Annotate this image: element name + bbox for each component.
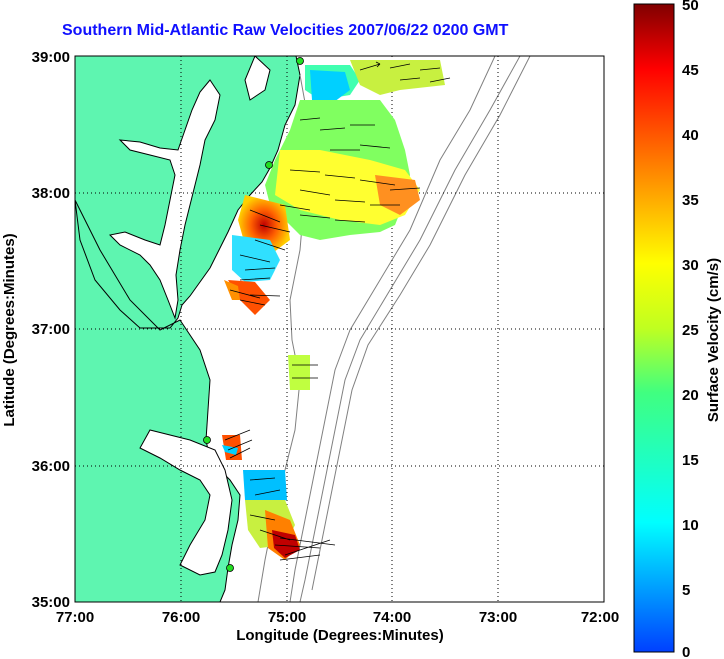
station-marker — [203, 436, 211, 444]
colorbar-tick: 20 — [682, 387, 699, 404]
velocity-arrows — [224, 61, 451, 561]
x-tick-label: 77:00 — [56, 609, 94, 626]
colorbar-tick: 45 — [682, 62, 699, 79]
chesapeake-bay — [108, 79, 221, 320]
y-tick-label: 35:00 — [32, 594, 70, 611]
colorbar-tick: 5 — [682, 582, 690, 599]
x-tick-label: 74:00 — [373, 609, 411, 626]
colorbar-tick: 50 — [682, 0, 699, 14]
colorbar-tick: 0 — [682, 644, 690, 659]
y-tick-label: 36:00 — [32, 458, 70, 475]
y-axis-label: Latitude (Degrees:Minutes) — [1, 233, 18, 426]
plot-border — [74, 55, 605, 603]
colorbar-tick: 25 — [682, 322, 699, 339]
station-marker — [265, 161, 273, 169]
delaware-bay — [244, 56, 271, 101]
y-tick-label: 37:00 — [32, 321, 70, 338]
colorbar-tick: 35 — [682, 192, 699, 209]
colorbar-tick: 30 — [682, 257, 699, 274]
y-tick-label: 38:00 — [32, 185, 70, 202]
y-axis: 39:00 38:00 37:00 36:00 35:00 Latitude (… — [1, 49, 70, 611]
station-marker — [226, 564, 234, 572]
radar-stations — [203, 57, 304, 572]
grid-lines — [75, 56, 604, 602]
x-tick-label: 72:00 — [581, 609, 619, 626]
x-axis-label: Longitude (Degrees:Minutes) — [236, 627, 444, 644]
colorbar-tick: 40 — [682, 127, 699, 144]
colorbar-gradient — [633, 3, 675, 653]
velocity-field — [222, 60, 445, 560]
x-tick-label: 76:00 — [162, 609, 200, 626]
map-title: Southern Mid-Atlantic Raw Velocities 200… — [62, 22, 509, 39]
x-axis: 77:00 76:00 75:00 74:00 73:00 72:00 Long… — [56, 609, 619, 644]
y-tick-label: 39:00 — [32, 49, 70, 66]
station-marker — [296, 57, 304, 65]
x-tick-label: 75:00 — [268, 609, 306, 626]
colorbar-tick: 10 — [682, 517, 699, 534]
x-tick-label: 73:00 — [479, 609, 517, 626]
pamlico-sound — [139, 429, 233, 576]
colorbar: 50 45 40 35 30 25 20 15 10 5 0 Surface V… — [633, 0, 722, 659]
colorbar-tick: 15 — [682, 452, 699, 469]
colorbar-label: Surface Velocity (cm/s) — [705, 258, 722, 422]
